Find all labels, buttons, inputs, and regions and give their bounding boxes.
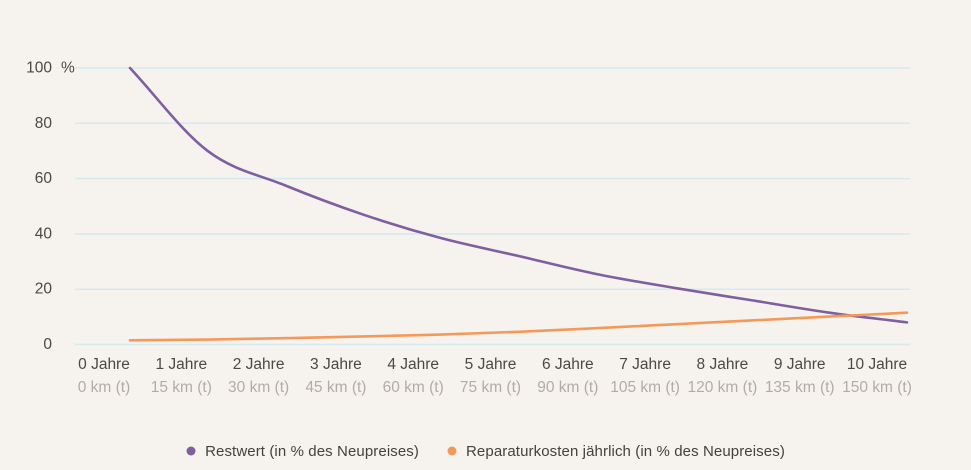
x-tick-label-km: 105 km (t)	[610, 379, 680, 396]
x-tick-label-year: 8 Jahre	[697, 356, 749, 373]
x-tick-label-year: 0 Jahre	[78, 356, 130, 373]
y-tick-label: 20	[35, 281, 53, 298]
x-tick-label-year: 7 Jahre	[619, 356, 671, 373]
restwert-line	[128, 66, 909, 324]
y-tick-label: 0	[43, 336, 52, 353]
x-tick-label-km: 90 km (t)	[537, 379, 598, 396]
line-chart: 0 20 40 60 80 100 % 0 Jahre 0 km (t) 1 Jahre 15 km…	[26, 60, 912, 397]
x-tick-label-year: 2 Jahre	[233, 356, 285, 373]
x-tick-label-km: 30 km (t)	[228, 379, 289, 396]
x-tick-label-km: 75 km (t)	[460, 379, 521, 396]
x-tick-label-km: 60 km (t)	[383, 379, 444, 396]
x-tick-label-year: 3 Jahre	[310, 356, 362, 373]
x-tick-label-year: 5 Jahre	[465, 356, 517, 373]
x-tick-label-km: 15 km (t)	[151, 379, 212, 396]
reparaturkosten-line	[128, 311, 909, 342]
x-tick-label-year: 6 Jahre	[542, 356, 594, 373]
x-tick-label-km: 150 km (t)	[842, 379, 912, 396]
x-tick-label-km: 0 km (t)	[78, 379, 131, 396]
chart-legend: Restwert (in % des Neupreises) Reparatur…	[0, 437, 971, 465]
x-tick-label-km: 120 km (t)	[688, 379, 758, 396]
legend-label-restwert: Restwert (in % des Neupreises)	[205, 442, 419, 460]
legend-item-reparaturkosten: Reparaturkosten jährlich (in % des Neupr…	[447, 443, 785, 460]
y-tick-label: 40	[35, 225, 53, 242]
y-tick-label: 80	[35, 115, 53, 132]
x-tick-label-year: 10 Jahre	[847, 356, 907, 373]
legend-item-restwert: Restwert (in % des Neupreises)	[186, 443, 419, 460]
x-tick-label-km: 135 km (t)	[765, 379, 835, 396]
legend-dot-reparaturkosten-icon	[447, 446, 457, 456]
y-tick-label: 100	[26, 60, 52, 77]
x-tick-label-year: 1 Jahre	[155, 356, 207, 373]
x-tick-label-year: 9 Jahre	[774, 356, 826, 373]
legend-label-reparaturkosten: Reparaturkosten jährlich (in % des Neupr…	[466, 442, 785, 460]
x-tick-label-km: 45 km (t)	[305, 379, 366, 396]
y-axis-unit-label: %	[61, 60, 75, 77]
legend-dot-restwert-icon	[186, 446, 196, 456]
y-tick-label: 60	[35, 170, 53, 187]
x-tick-label-year: 4 Jahre	[387, 356, 439, 373]
